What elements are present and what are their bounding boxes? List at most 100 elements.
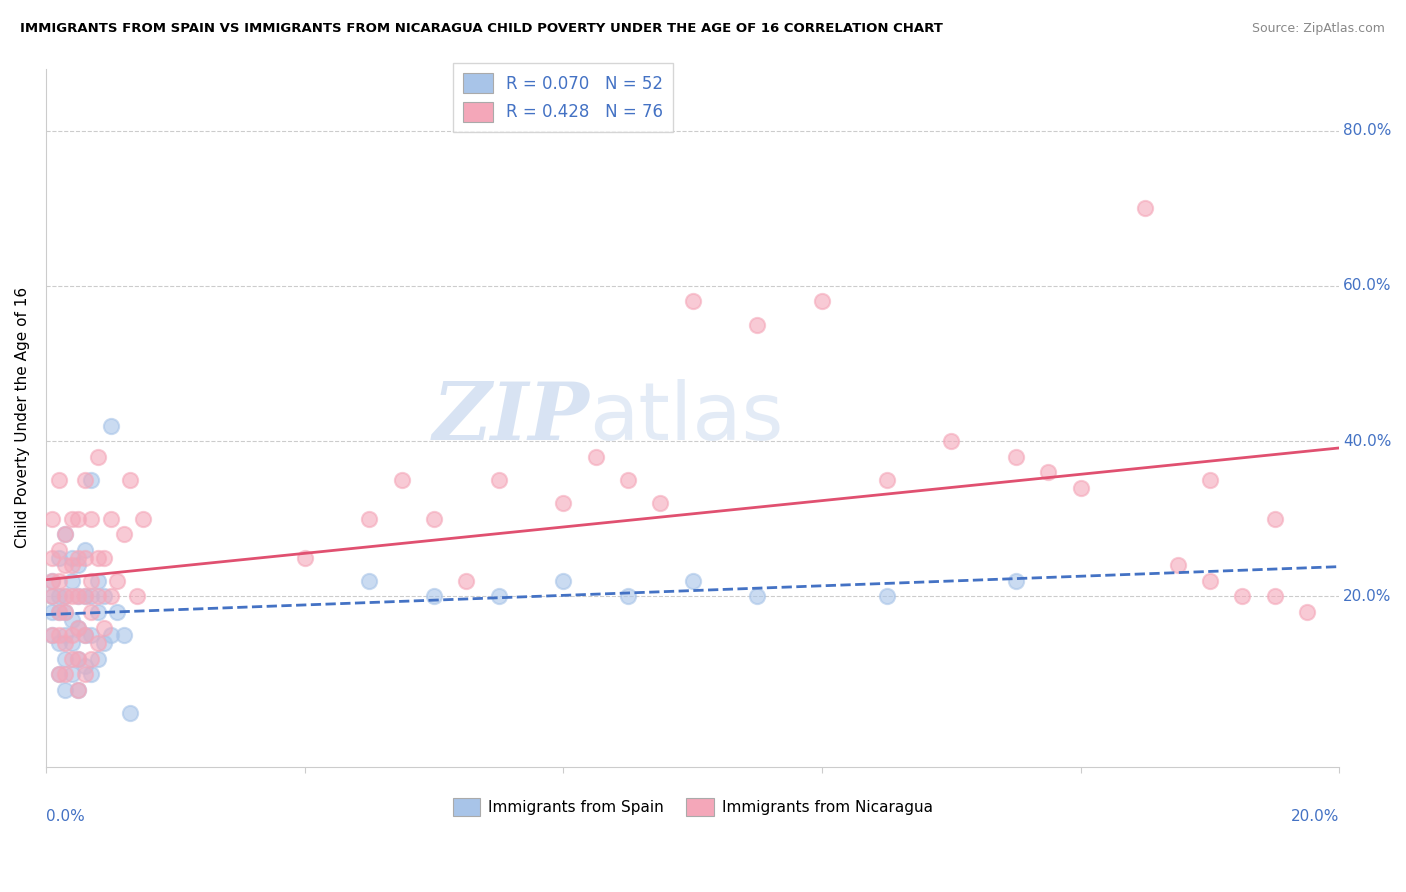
Point [125, 590, 148, 604]
Point [48, 473, 70, 487]
Point [100, 590, 122, 604]
Text: 20.0%: 20.0% [1343, 589, 1392, 604]
Point [67, 550, 90, 565]
Point [41, 628, 63, 642]
Point [48, 667, 70, 681]
Point [67, 620, 90, 634]
Point [80, 590, 103, 604]
Text: ZIP: ZIP [432, 379, 589, 457]
Point [1038, 465, 1060, 479]
Point [617, 473, 640, 487]
Point [53, 667, 76, 681]
Point [67, 620, 90, 634]
Point [391, 473, 413, 487]
Point [53, 605, 76, 619]
Point [811, 294, 834, 309]
Point [60, 667, 83, 681]
Legend: Immigrants from Spain, Immigrants from Nicaragua: Immigrants from Spain, Immigrants from N… [447, 792, 939, 822]
Point [682, 294, 704, 309]
Point [53, 527, 76, 541]
Point [53, 590, 76, 604]
Point [294, 550, 316, 565]
Point [60, 590, 83, 604]
Point [73, 659, 96, 673]
Point [1199, 574, 1222, 588]
Point [73, 628, 96, 642]
Point [73, 542, 96, 557]
Point [1232, 590, 1254, 604]
Point [48, 605, 70, 619]
Point [80, 473, 103, 487]
Point [60, 636, 83, 650]
Point [876, 590, 898, 604]
Text: IMMIGRANTS FROM SPAIN VS IMMIGRANTS FROM NICARAGUA CHILD POVERTY UNDER THE AGE O: IMMIGRANTS FROM SPAIN VS IMMIGRANTS FROM… [20, 22, 942, 36]
Point [73, 628, 96, 642]
Point [132, 512, 155, 526]
Text: Source: ZipAtlas.com: Source: ZipAtlas.com [1251, 22, 1385, 36]
Point [48, 605, 70, 619]
Point [80, 574, 103, 588]
Point [60, 558, 83, 573]
Point [93, 620, 115, 634]
Point [48, 636, 70, 650]
Text: atlas: atlas [589, 379, 783, 457]
Point [86, 550, 108, 565]
Point [1005, 574, 1028, 588]
Point [1070, 481, 1092, 495]
Point [41, 574, 63, 588]
Point [60, 550, 83, 565]
Point [41, 590, 63, 604]
Point [67, 682, 90, 697]
Point [67, 651, 90, 665]
Point [67, 512, 90, 526]
Point [67, 590, 90, 604]
Text: 0.0%: 0.0% [46, 809, 84, 824]
Point [53, 527, 76, 541]
Point [423, 512, 446, 526]
Point [41, 590, 63, 604]
Point [1199, 473, 1222, 487]
Point [80, 628, 103, 642]
Point [86, 651, 108, 665]
Point [585, 450, 607, 464]
Point [876, 473, 898, 487]
Point [41, 605, 63, 619]
Point [747, 590, 769, 604]
Point [41, 628, 63, 642]
Point [105, 574, 128, 588]
Point [682, 574, 704, 588]
Point [359, 512, 381, 526]
Point [53, 636, 76, 650]
Point [80, 605, 103, 619]
Point [118, 473, 141, 487]
Point [86, 590, 108, 604]
Point [100, 512, 122, 526]
Point [53, 605, 76, 619]
Point [100, 418, 122, 433]
Point [488, 473, 510, 487]
Point [48, 667, 70, 681]
Point [41, 550, 63, 565]
Text: 20.0%: 20.0% [1291, 809, 1340, 824]
Point [80, 651, 103, 665]
Point [48, 590, 70, 604]
Point [112, 527, 135, 541]
Point [488, 590, 510, 604]
Point [941, 434, 963, 449]
Point [93, 550, 115, 565]
Point [93, 590, 115, 604]
Point [60, 512, 83, 526]
Point [112, 628, 135, 642]
Point [53, 590, 76, 604]
Point [80, 512, 103, 526]
Point [48, 550, 70, 565]
Text: 40.0%: 40.0% [1343, 434, 1392, 449]
Point [73, 590, 96, 604]
Point [86, 636, 108, 650]
Point [553, 496, 575, 510]
Point [53, 651, 76, 665]
Point [747, 318, 769, 332]
Point [118, 706, 141, 720]
Text: 80.0%: 80.0% [1343, 123, 1392, 138]
Point [423, 590, 446, 604]
